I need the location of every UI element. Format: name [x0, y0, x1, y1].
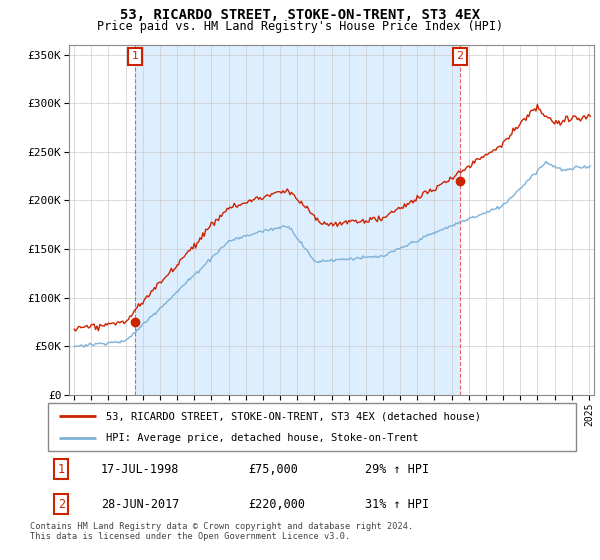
Text: 1: 1 — [58, 463, 65, 475]
Bar — [135, 45, 460, 395]
Text: HPI: Average price, detached house, Stoke-on-Trent: HPI: Average price, detached house, Stok… — [106, 433, 419, 443]
Text: Price paid vs. HM Land Registry's House Price Index (HPI): Price paid vs. HM Land Registry's House … — [97, 20, 503, 32]
Text: Contains HM Land Registry data © Crown copyright and database right 2024.
This d: Contains HM Land Registry data © Crown c… — [30, 522, 413, 542]
Text: £75,000: £75,000 — [248, 463, 299, 475]
Text: 1: 1 — [131, 52, 139, 62]
Text: 2: 2 — [457, 52, 464, 62]
Text: 2: 2 — [58, 498, 65, 511]
Text: £220,000: £220,000 — [248, 498, 305, 511]
Text: 29% ↑ HPI: 29% ↑ HPI — [365, 463, 429, 475]
Text: 53, RICARDO STREET, STOKE-ON-TRENT, ST3 4EX (detached house): 53, RICARDO STREET, STOKE-ON-TRENT, ST3 … — [106, 411, 481, 421]
Text: 17-JUL-1998: 17-JUL-1998 — [101, 463, 179, 475]
Text: 31% ↑ HPI: 31% ↑ HPI — [365, 498, 429, 511]
Text: 28-JUN-2017: 28-JUN-2017 — [101, 498, 179, 511]
FancyBboxPatch shape — [48, 403, 576, 451]
Text: 53, RICARDO STREET, STOKE-ON-TRENT, ST3 4EX: 53, RICARDO STREET, STOKE-ON-TRENT, ST3 … — [120, 8, 480, 22]
